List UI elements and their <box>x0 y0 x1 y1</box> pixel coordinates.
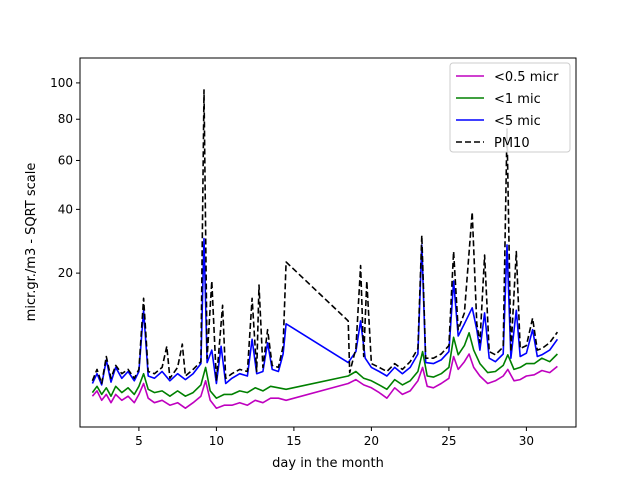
y-tick-label: 100 <box>50 76 73 90</box>
legend-label-4: PM10 <box>494 136 530 151</box>
series-line-2 <box>91 332 558 399</box>
legend-label-3: <5 mic <box>494 114 541 129</box>
x-axis: 5 10 15 20 25 30 <box>135 427 534 448</box>
y-axis-label: micr.gr./m3 - SQRT scale <box>24 163 39 322</box>
y-tick-label: 60 <box>58 153 73 167</box>
plot-frame <box>79 57 577 428</box>
series-line-1 <box>91 353 558 409</box>
y-tick-label: 80 <box>58 112 73 126</box>
y-tick-label: 20 <box>58 266 73 280</box>
x-tick-label: 15 <box>286 434 301 448</box>
x-tick-label: 10 <box>209 434 224 448</box>
legend: <0.5 micr <1 mic <5 mic PM10 <box>449 62 571 153</box>
legend-label-2: <1 mic <box>494 92 541 107</box>
x-tick-label: 25 <box>441 434 456 448</box>
x-tick-label: 5 <box>135 434 143 448</box>
x-tick-label: 30 <box>519 434 534 448</box>
x-tick-label: 20 <box>364 434 379 448</box>
series-line-3 <box>91 237 559 386</box>
series-layer <box>91 89 559 409</box>
series-line-4 <box>91 89 559 385</box>
legend-box <box>449 62 571 153</box>
y-tick-label: 40 <box>58 202 73 216</box>
y-axis: 20 40 60 80 100 <box>50 76 80 280</box>
legend-entries: <0.5 micr <1 mic <5 mic PM10 <box>456 70 559 151</box>
legend-label-1: <0.5 micr <box>494 70 559 85</box>
x-axis-label: day in the month <box>272 456 384 471</box>
